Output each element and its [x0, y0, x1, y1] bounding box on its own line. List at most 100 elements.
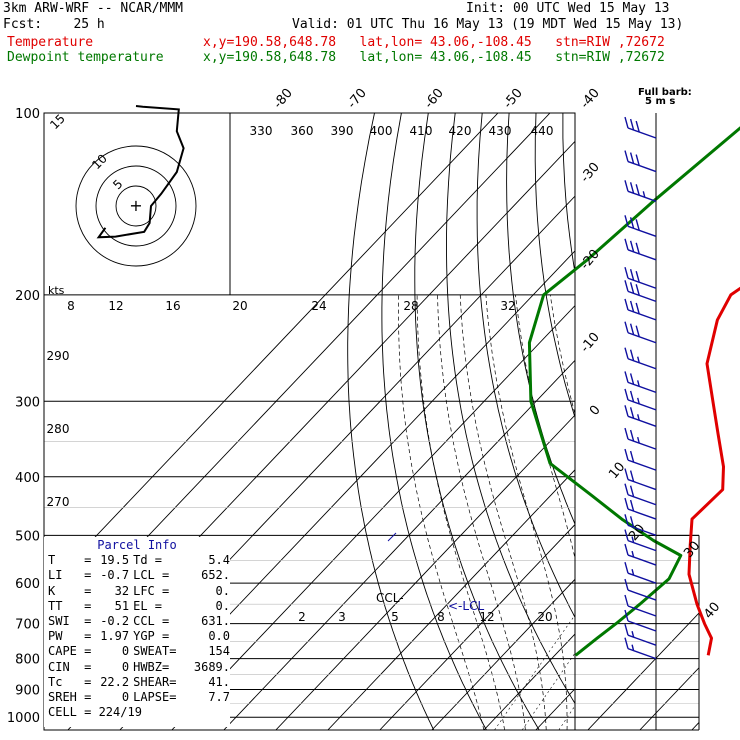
parcel-k2: LFC =	[133, 583, 170, 598]
wind-barb	[624, 116, 657, 139]
parcel-k1: TT =	[48, 598, 92, 613]
parcel-k2: SHEAR=	[133, 674, 177, 689]
temperature-location: x,y=190.58,648.78 lat,lon= 43.06,-108.45…	[203, 35, 665, 50]
forecast-hour: Fcst: 25 h	[3, 17, 105, 32]
mixing-ratio-label: 12	[108, 299, 123, 313]
dry-adiabat-line	[414, 113, 540, 730]
pressure-tick-label: 400	[15, 471, 40, 486]
lcl-marker: <-LCL	[448, 599, 484, 613]
parcel-v2: 7.7	[208, 690, 230, 705]
parcel-k2: Td =	[133, 553, 162, 568]
mixing-ratio-label: 8	[67, 299, 75, 313]
theta-label: 400	[370, 124, 393, 138]
parcel-cell-motion: CELL = 224/19	[48, 705, 142, 720]
dry-adiabat-line	[476, 113, 575, 619]
parcel-row: SREH = 0 LAPSE= 7.7	[44, 690, 230, 705]
hodograph-ring	[75, 145, 197, 267]
parcel-row: K = 32 LFC = 0.	[44, 584, 230, 599]
parcel-k1: CAPE =	[48, 644, 92, 659]
parcel-v2: 5.4	[208, 553, 230, 568]
parcel-v1: 22.2	[100, 674, 130, 689]
parcel-row: LI = -0.7 LCL = 652.	[44, 568, 230, 583]
parcel-row: CIN = 0 HWBZ= 3689.	[44, 660, 230, 675]
wind-barb	[624, 543, 657, 566]
theta-label: 390	[331, 124, 354, 138]
parcel-v1: 0	[121, 659, 130, 674]
parcel-k2: SWEAT=	[133, 644, 177, 659]
dry-adiabat-line	[446, 113, 575, 705]
mixing-ratio-line	[521, 652, 575, 730]
theta-label: 440	[531, 124, 554, 138]
mixing-ratio-label: 16	[165, 299, 180, 313]
dewpoint-trace	[527, 126, 740, 657]
parcel-row: T = 19.5 Td = 5.4	[44, 553, 230, 568]
wind-barb	[624, 150, 657, 173]
wind-barb	[624, 609, 657, 632]
wind-barb	[624, 529, 657, 552]
isotherm-line	[431, 578, 575, 730]
parcel-k2: CCL =	[133, 614, 170, 629]
isotherm-line	[587, 612, 699, 730]
parcel-v2: 41.	[208, 674, 230, 689]
parcel-k2: EL =	[133, 598, 162, 613]
parcel-v2: 0.0	[208, 629, 230, 644]
wind-barb	[624, 578, 657, 601]
parcel-v1: 32	[114, 583, 130, 598]
wind-barbs: Full barb:5 m s	[624, 87, 692, 730]
moist-adiabat-line	[713, 295, 740, 730]
isotherm-label: -60	[422, 86, 447, 112]
wind-barb	[624, 483, 657, 506]
parcel-k2: HWBZ=	[133, 659, 170, 674]
parcel-k1: T =	[48, 553, 92, 568]
moist-adiabat-line	[416, 294, 505, 730]
isotherm-label: -70	[345, 86, 370, 112]
wind-barb	[624, 405, 657, 427]
wind-barb	[624, 215, 657, 237]
parcel-v1: 0	[121, 644, 130, 659]
hodograph-units: kts	[48, 284, 65, 297]
wind-barb	[624, 371, 657, 394]
ccl-marker: CCL-	[376, 591, 404, 605]
parcel-row: CAPE = 0 SWEAT= 154	[44, 644, 230, 659]
pressure-tick-label: 900	[15, 684, 40, 699]
mixing-ratio-label: 8	[437, 610, 445, 624]
parcel-k1: SREH =	[48, 690, 92, 705]
isotherm-label: -40	[578, 86, 603, 112]
init-time: Init: 00 UTC Wed 15 May 13	[466, 1, 670, 16]
temperature-trace	[687, 286, 740, 656]
moist-adiabat-line	[733, 295, 740, 730]
parcel-v2: 0.	[215, 598, 230, 613]
wind-barb	[624, 561, 657, 584]
parcel-row: TT = 51 EL = 0.	[44, 599, 230, 614]
moist-adiabat-line	[641, 295, 681, 730]
dry-adiabat-line	[698, 113, 740, 730]
pressure-tick-label: 200	[15, 289, 40, 304]
parcel-v2: 0.	[215, 583, 230, 598]
wind-barb	[624, 497, 657, 520]
wind-barb	[624, 347, 657, 370]
isotherm-label: 40	[701, 600, 723, 622]
model-title: 3km ARW-WRF -- NCAR/MMM	[3, 1, 184, 16]
isotherm-label: -10	[578, 330, 603, 356]
parcel-v1: -0.7	[100, 568, 130, 583]
hodograph-ring	[95, 165, 177, 247]
parcel-v1: -0.2	[100, 614, 130, 629]
wind-barb	[624, 280, 657, 303]
moist-adiabat-line	[459, 294, 547, 730]
wind-barb	[624, 321, 657, 344]
isotherm-label: -30	[578, 160, 603, 186]
pressure-tick-label: 300	[15, 395, 40, 410]
mixing-ratio-label: 2	[298, 610, 306, 624]
parcel-k2: LAPSE=	[133, 690, 177, 705]
dry-adiabat-line	[347, 113, 435, 730]
isotherm-line	[639, 667, 699, 730]
isotherm-label: -80	[271, 86, 296, 112]
pressure-tick-label: 800	[15, 653, 40, 668]
pressure-tick-label: 600	[15, 577, 40, 592]
wind-barb	[624, 594, 657, 617]
theta-label: 280	[47, 422, 70, 436]
parcel-v2: 3689.	[193, 659, 230, 674]
parcel-k2: LCL =	[133, 568, 170, 583]
wind-barb	[624, 637, 657, 660]
isotherm-label: 30	[681, 539, 703, 561]
